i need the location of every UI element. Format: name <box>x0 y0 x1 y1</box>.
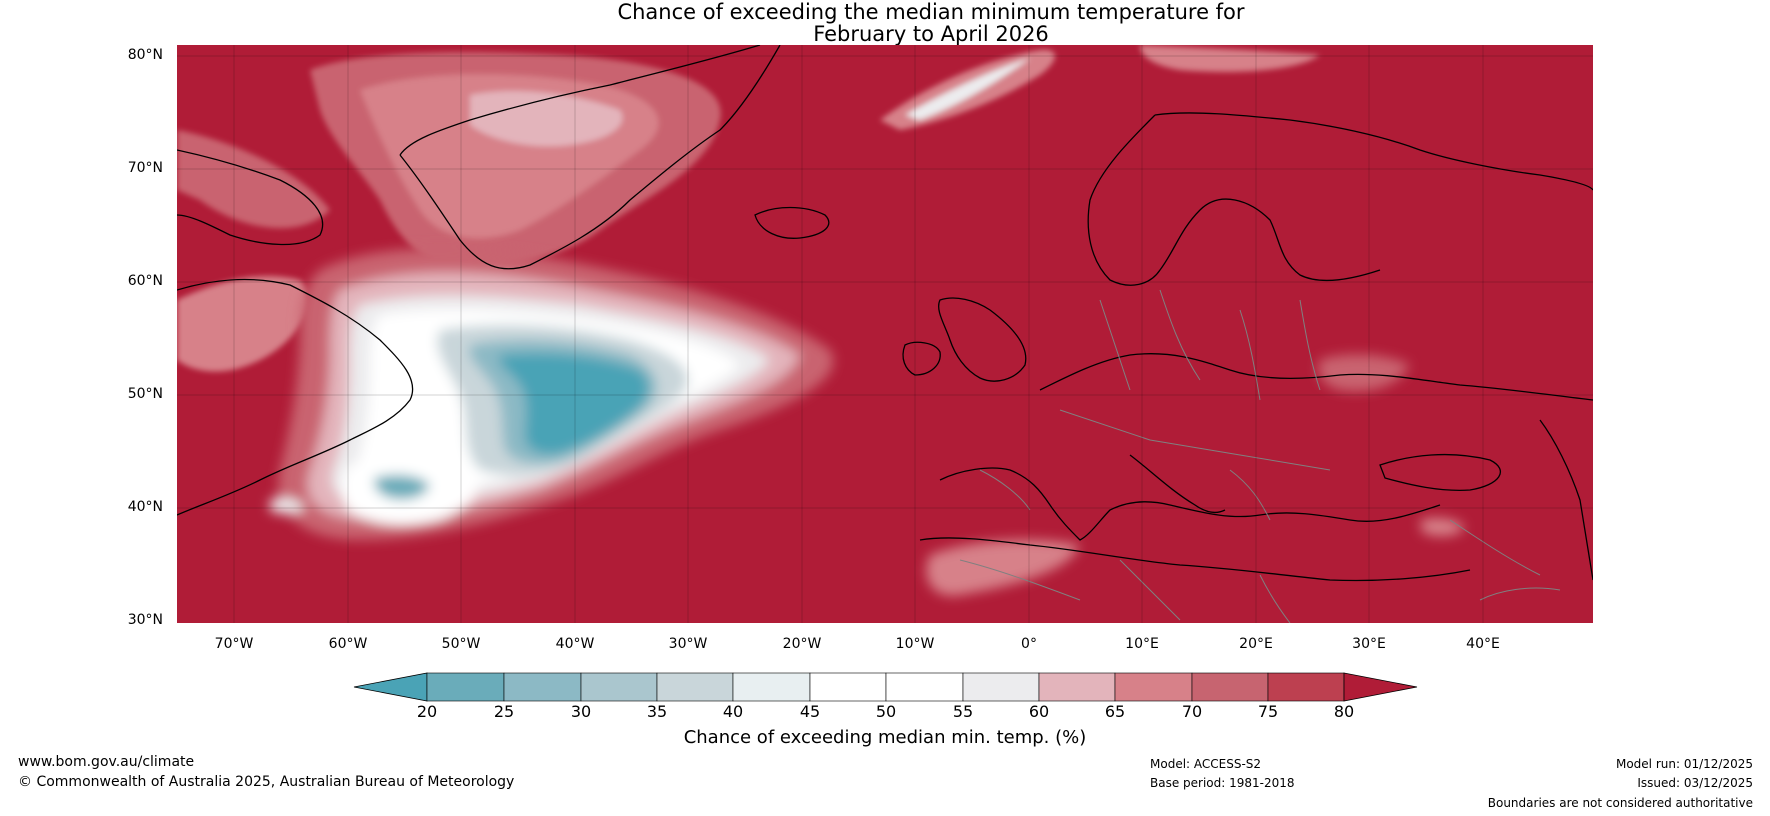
country-borders <box>959 289 1561 623</box>
italy-coast <box>1129 454 1226 514</box>
baffin-island-coast <box>177 149 324 246</box>
anomaly-field <box>177 45 1593 623</box>
scandinavia-north-coast <box>1154 112 1593 191</box>
colorbar-tick: 70 <box>1181 702 1203 721</box>
footer-website: www.bom.gov.au/climate <box>18 754 195 770</box>
caspian-coast <box>1539 419 1593 581</box>
colorbar <box>353 672 1418 702</box>
coast-anomaly-55 <box>270 497 305 514</box>
footer-issued: Issued: 03/12/2025 <box>1637 776 1753 790</box>
colorbar-swatch-70-75 <box>1191 672 1269 702</box>
lon-label-70w: 70°W <box>214 636 254 652</box>
colorbar-swatch-75-80 <box>1267 672 1345 702</box>
gridlines <box>177 45 1593 623</box>
baltic-europe-coast <box>1039 353 1593 401</box>
colorbar-swatch-20-25 <box>426 672 505 702</box>
colorbar-swatch-30-35 <box>580 672 658 702</box>
coastlines <box>177 45 1593 582</box>
greenland-east-coast <box>399 45 761 156</box>
lon-label-40e: 40°E <box>1466 636 1500 652</box>
colorbar-swatch-50-55 <box>885 672 964 702</box>
colorbar-tick: 30 <box>570 702 592 721</box>
colorbar-swatch-65-70 <box>1114 672 1193 702</box>
lon-label-40w: 40°W <box>555 636 595 652</box>
lon-label-60w: 60°W <box>328 636 368 652</box>
north-africa-coast <box>919 537 1471 582</box>
scandinavia-coast <box>1087 114 1381 286</box>
colorbar-tick: 40 <box>722 702 744 721</box>
lat-label-30n: 30°N <box>127 612 163 628</box>
lat-label-70n: 70°N <box>127 160 163 176</box>
greenland-anomaly-60 <box>470 90 623 147</box>
colorbar-label: Chance of exceeding median min. temp. (%… <box>683 727 1087 748</box>
colorbar-tick: 60 <box>1028 702 1050 721</box>
sw-atlantic-anomaly-25 <box>374 474 430 500</box>
colorbar-tick: 20 <box>416 702 438 721</box>
lon-label-20e: 20°E <box>1239 636 1273 652</box>
borders-southern-europe <box>1059 409 1331 471</box>
footer-base-period: Base period: 1981-2018 <box>1150 776 1295 790</box>
svalbard-anomaly-inner <box>905 58 1030 120</box>
black-sea-coast <box>1379 453 1502 491</box>
borders-north-africa <box>959 559 1291 623</box>
great-britain-coast <box>938 297 1027 382</box>
colorbar-tick: 80 <box>1333 702 1355 721</box>
colorbar-swatch-25-30 <box>503 672 582 702</box>
footer-copyright: © Commonwealth of Australia 2025, Austra… <box>18 774 515 790</box>
greenland-south-coast <box>399 45 781 270</box>
colorbar-swatch-55-60 <box>962 672 1040 702</box>
north-america-coast <box>177 278 414 516</box>
colorbar-swatch-40-45 <box>732 672 811 702</box>
borders-middle-east <box>1449 519 1561 601</box>
lat-label-60n: 60°N <box>127 273 163 289</box>
russia-anomaly <box>1318 354 1410 392</box>
colorbar-swatch-35-40 <box>656 672 734 702</box>
colorbar-tick: 65 <box>1104 702 1126 721</box>
nw-atlantic-anomaly-20 <box>499 353 649 455</box>
lon-label-10e: 10°E <box>1125 636 1159 652</box>
colorbar-tick: 55 <box>952 702 974 721</box>
colorbar-tick: 45 <box>799 702 821 721</box>
colorbar-tick: 35 <box>646 702 668 721</box>
lat-label-40n: 40°N <box>127 499 163 515</box>
map-title-line1: Chance of exceeding the median minimum t… <box>617 0 1245 24</box>
barents-anomaly <box>1140 45 1320 72</box>
footer-disclaimer: Boundaries are not considered authoritat… <box>1487 796 1753 810</box>
lat-label-80n: 80°N <box>127 47 163 63</box>
borders-iberia-balkans <box>979 469 1271 521</box>
lon-label-30e: 30°E <box>1352 636 1386 652</box>
lon-label-10w: 10°W <box>895 636 935 652</box>
lon-label-20w: 20°W <box>782 636 822 652</box>
colorbar-arrow-low <box>353 672 428 702</box>
colorbar-tick: 25 <box>493 702 515 721</box>
labrador-anomaly <box>177 276 308 372</box>
iceland-coast <box>754 206 830 239</box>
lat-label-50n: 50°N <box>127 386 163 402</box>
lon-label-50w: 50°W <box>441 636 481 652</box>
colorbar-tick: 75 <box>1257 702 1279 721</box>
footer-model-run: Model run: 01/12/2025 <box>1615 757 1753 771</box>
ireland-coast <box>902 341 941 376</box>
map-title-line2: February to April 2026 <box>813 22 1049 46</box>
lon-label-0: 0° <box>1021 636 1037 652</box>
mediterranean-north-coast <box>939 467 1441 541</box>
colorbar-tick: 50 <box>875 702 897 721</box>
colorbar-swatch-60-65 <box>1038 672 1116 702</box>
borders-central-europe <box>1099 289 1321 401</box>
sahara-anomaly <box>926 539 1080 596</box>
lon-label-30w: 30°W <box>668 636 708 652</box>
colorbar-arrow-high <box>1343 672 1418 702</box>
baffin-anomaly <box>177 130 330 229</box>
footer-model: Model: ACCESS-S2 <box>1150 757 1262 771</box>
colorbar-swatch-45-50 <box>809 672 887 702</box>
